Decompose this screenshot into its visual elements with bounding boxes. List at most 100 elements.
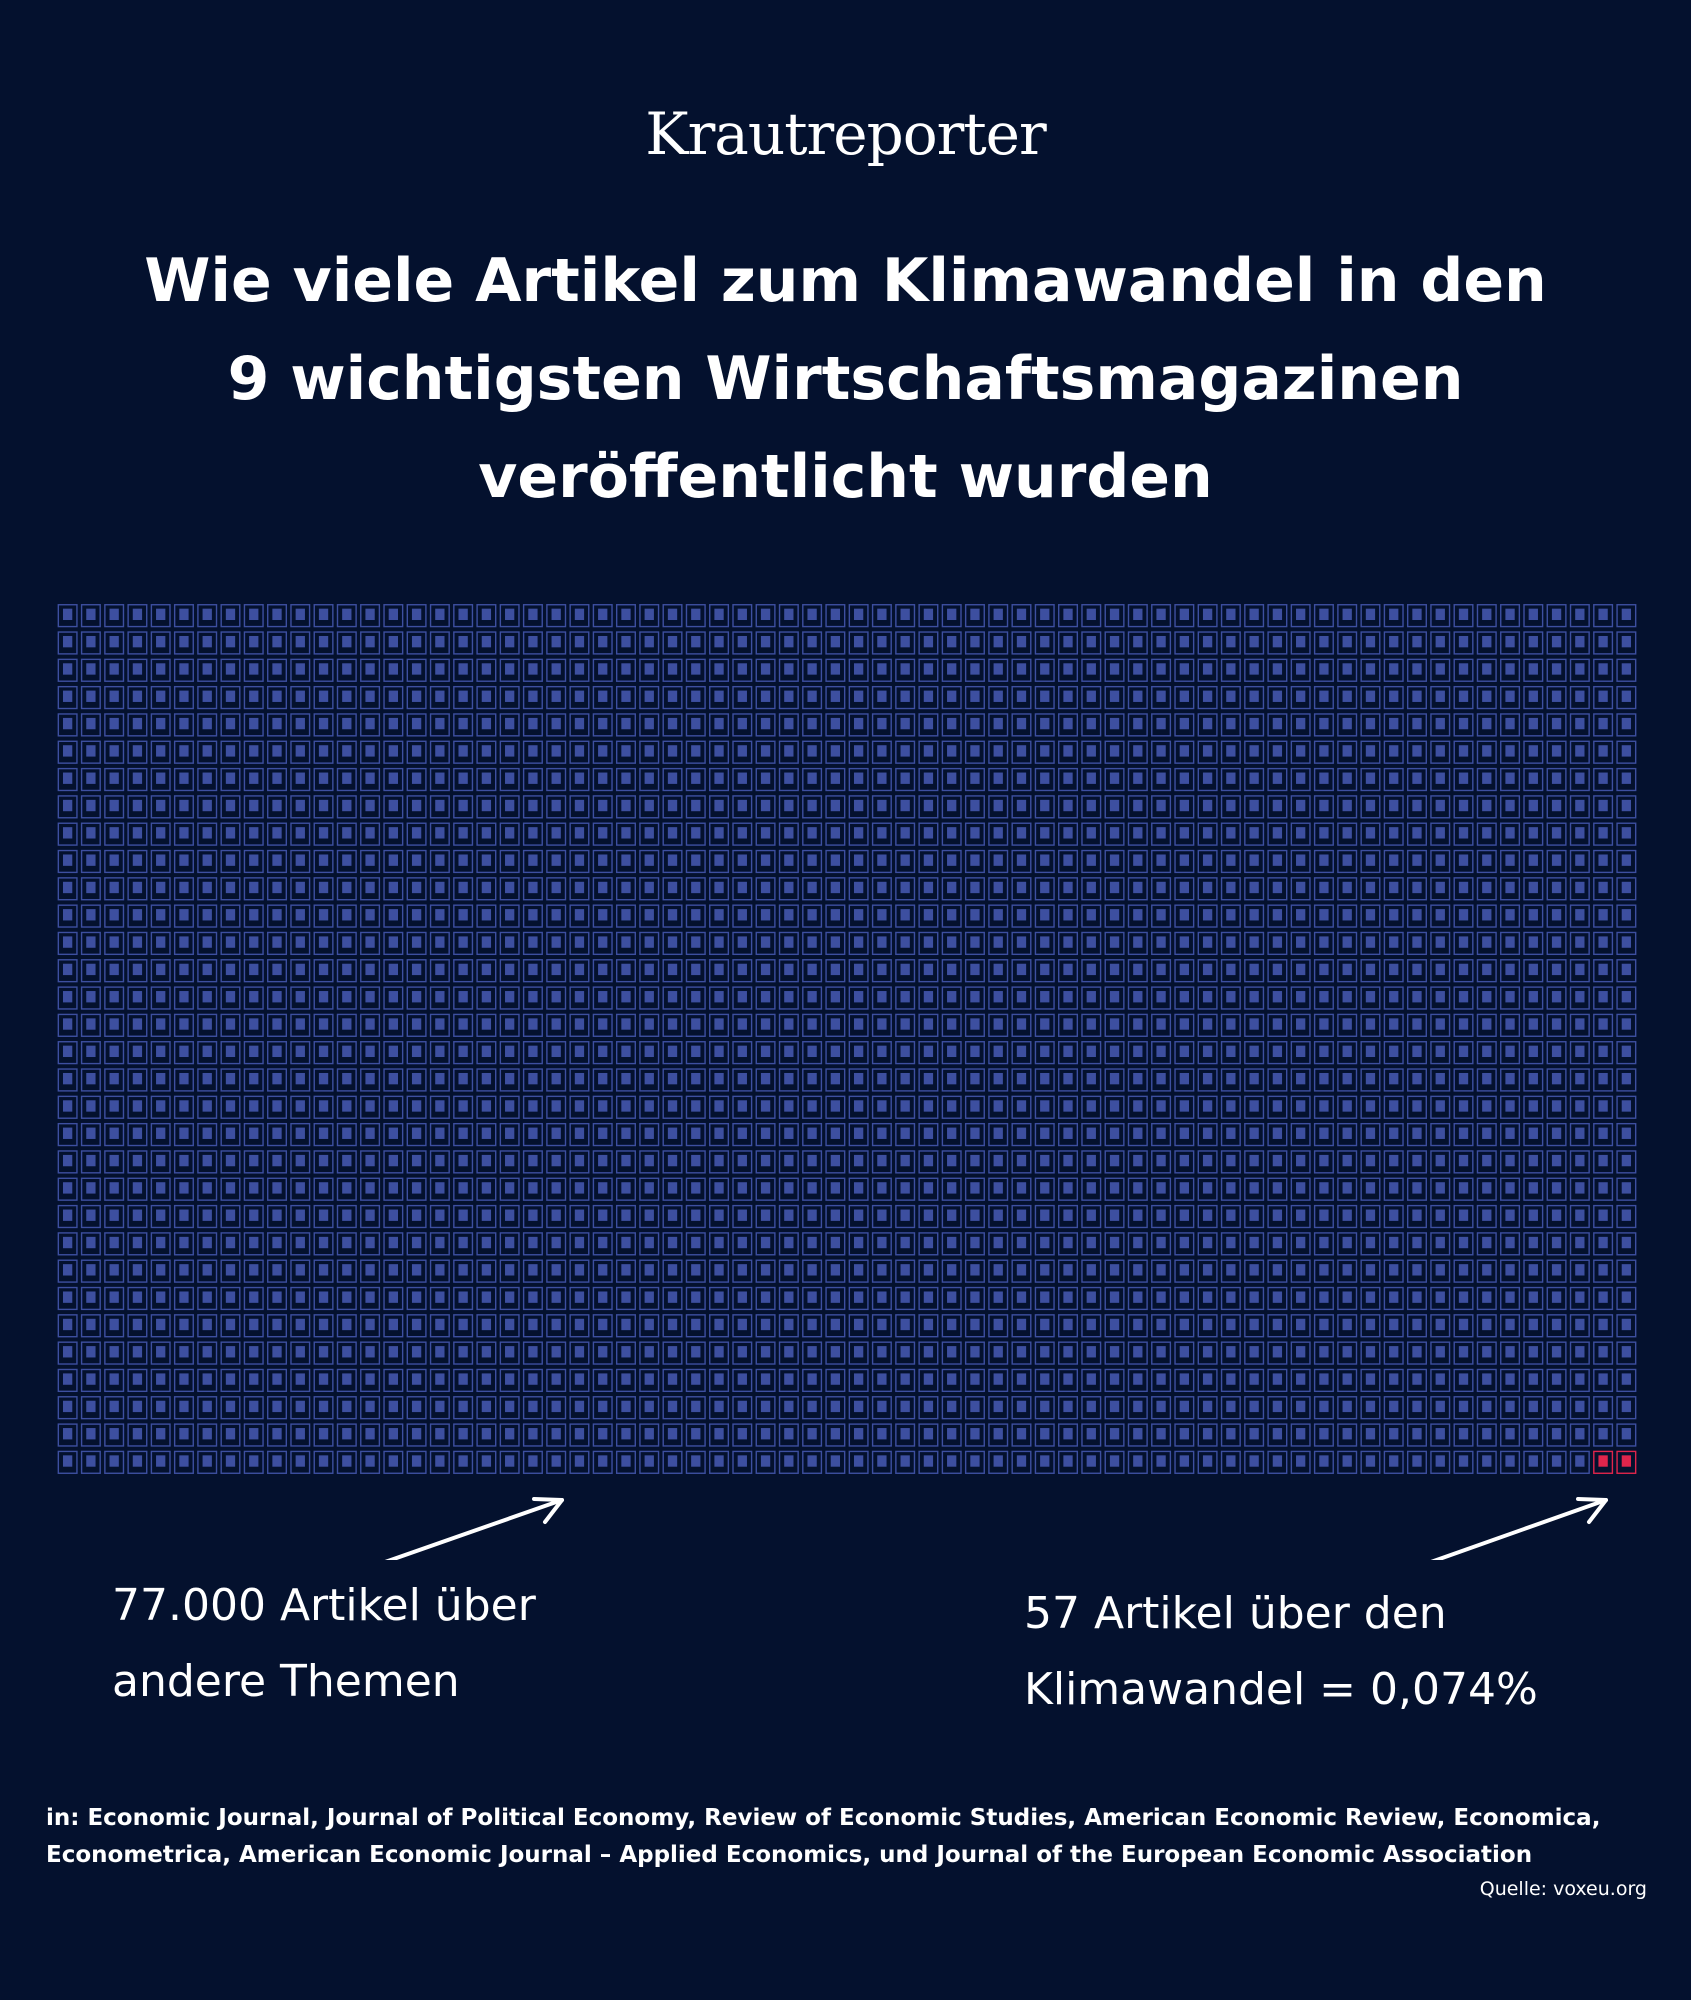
article-icon <box>1267 658 1288 682</box>
article-icon <box>290 1068 311 1092</box>
article-icon <box>383 740 404 764</box>
article-icon <box>709 849 730 874</box>
article-icon <box>1267 877 1288 901</box>
article-icon <box>267 604 288 628</box>
article-icon <box>429 1368 450 1393</box>
article-icon <box>243 1368 264 1393</box>
article-icon <box>1151 795 1172 819</box>
article-icon <box>569 795 590 819</box>
article-icon <box>80 931 101 956</box>
article-icon <box>755 877 776 901</box>
article-icon <box>615 1150 636 1174</box>
article-icon <box>80 1013 101 1037</box>
article-icon <box>429 740 450 764</box>
article-icon <box>1383 849 1404 874</box>
article-icon <box>1244 1232 1265 1256</box>
article-icon <box>1081 1013 1102 1037</box>
article-icon <box>150 986 171 1010</box>
article-icon <box>825 795 846 819</box>
article-icon <box>57 986 78 1010</box>
article-icon <box>639 1423 660 1447</box>
article-icon <box>243 1232 264 1256</box>
article-icon <box>1360 631 1381 655</box>
article-icon <box>1011 1368 1032 1393</box>
article-icon <box>732 986 753 1010</box>
article-icon <box>941 1396 962 1420</box>
article-icon <box>313 877 334 901</box>
article-icon <box>546 713 567 737</box>
article-icon <box>104 604 125 628</box>
article-icon <box>290 713 311 737</box>
article-icon <box>1593 740 1614 764</box>
article-icon <box>1104 631 1125 655</box>
article-icon <box>197 604 218 628</box>
article-icon <box>1546 1368 1567 1393</box>
article-icon <box>662 877 683 901</box>
article-icon <box>639 1122 660 1147</box>
article-icon <box>1197 904 1218 928</box>
article-icon <box>592 740 613 764</box>
article-icon <box>150 1068 171 1092</box>
article-icon <box>57 631 78 655</box>
article-icon <box>173 1368 194 1393</box>
article-icon <box>220 767 241 792</box>
article-icon <box>1313 877 1334 901</box>
article-icon <box>1476 904 1497 928</box>
article-icon <box>1197 1177 1218 1201</box>
article-icon <box>1430 1041 1451 1065</box>
article-icon <box>1360 1286 1381 1311</box>
article-icon <box>918 986 939 1010</box>
article-icon <box>1058 1341 1079 1365</box>
article-icon <box>941 877 962 901</box>
article-icon <box>964 1095 985 1119</box>
article-icon <box>941 849 962 874</box>
article-icon <box>1267 986 1288 1010</box>
article-icon <box>1500 604 1521 628</box>
article-icon <box>1081 713 1102 737</box>
article-icon <box>1546 1068 1567 1092</box>
article-icon <box>732 1286 753 1311</box>
article-icon <box>546 849 567 874</box>
article-icon <box>476 1450 497 1474</box>
article-icon <box>57 795 78 819</box>
article-icon <box>1569 1341 1590 1365</box>
article-icon <box>1500 1068 1521 1092</box>
article-icon <box>1383 631 1404 655</box>
article-icon <box>313 904 334 928</box>
article-icon <box>127 1150 148 1174</box>
article-icon <box>499 1286 520 1311</box>
article-icon <box>918 713 939 737</box>
article-icon <box>546 1095 567 1119</box>
article-icon <box>709 685 730 710</box>
article-icon <box>848 931 869 956</box>
article-icon <box>499 877 520 901</box>
article-icon <box>1244 1095 1265 1119</box>
article-icon <box>150 1150 171 1174</box>
arrow-right <box>1430 1497 1608 1560</box>
article-icon <box>173 1122 194 1147</box>
article-icon <box>1197 931 1218 956</box>
article-icon <box>895 1259 916 1283</box>
article-icon <box>1244 1314 1265 1338</box>
article-icon <box>173 604 194 628</box>
article-icon <box>1034 658 1055 682</box>
article-icon <box>406 631 427 655</box>
article-icon <box>964 658 985 682</box>
article-icon <box>1127 713 1148 737</box>
article-icon <box>220 849 241 874</box>
article-icon <box>685 1122 706 1147</box>
article-icon <box>150 685 171 710</box>
article-icon <box>243 795 264 819</box>
article-icon <box>1058 1122 1079 1147</box>
article-icon <box>778 658 799 682</box>
article-icon <box>685 767 706 792</box>
article-icon <box>1244 1423 1265 1447</box>
article-icon <box>80 1314 101 1338</box>
article-icon <box>615 849 636 874</box>
article-icon <box>360 822 381 846</box>
article-icon <box>802 631 823 655</box>
article-icon <box>1058 1177 1079 1201</box>
article-icon <box>1313 658 1334 682</box>
article-icon <box>1593 713 1614 737</box>
article-icon <box>848 849 869 874</box>
